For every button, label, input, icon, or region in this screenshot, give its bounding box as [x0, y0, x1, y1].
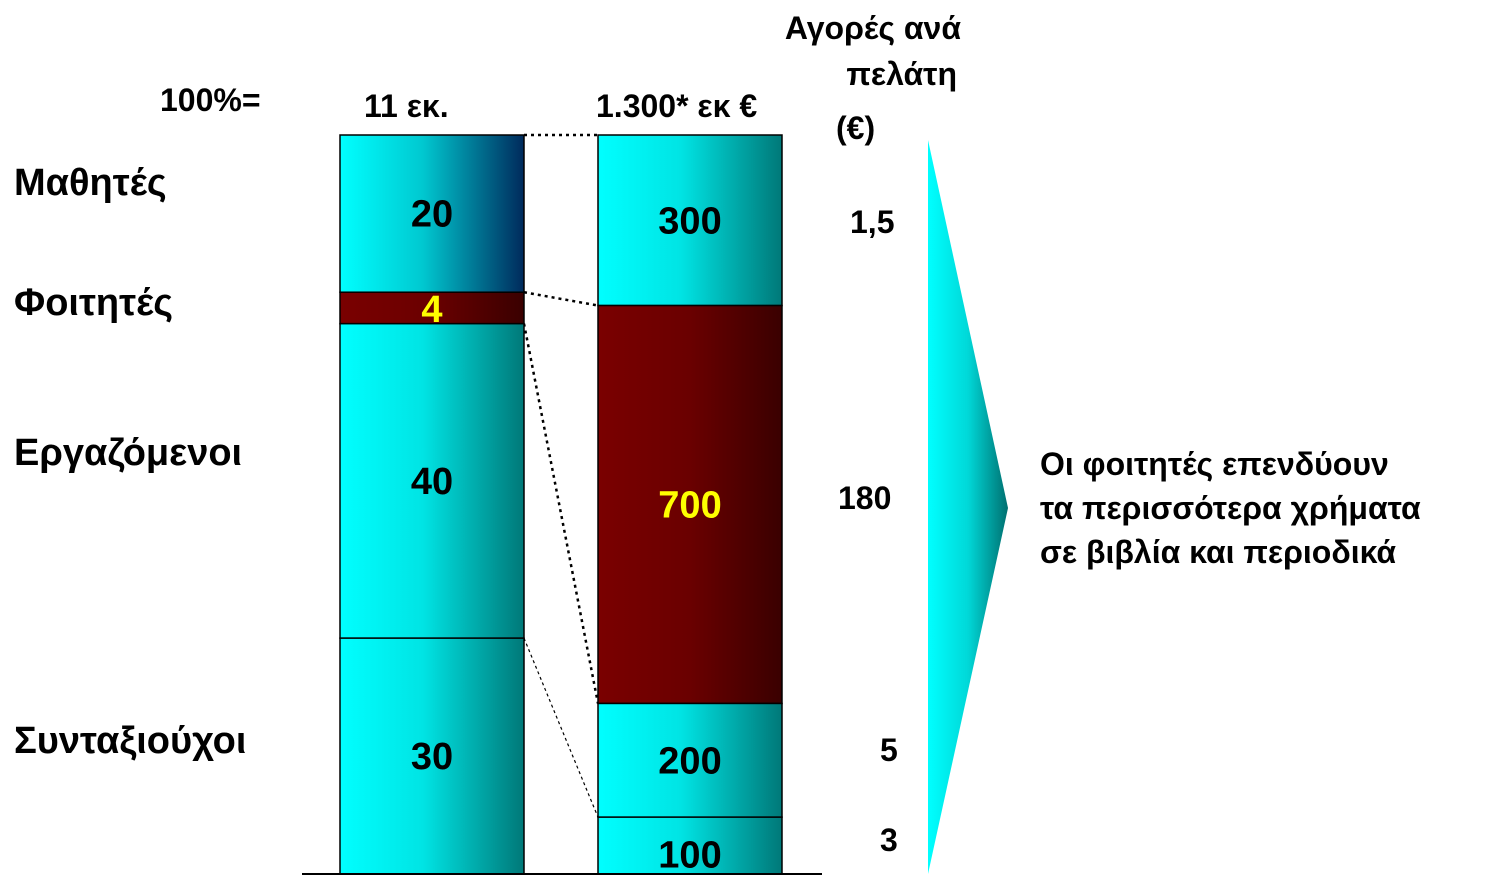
row-label-employed: Εργαζόμενοι — [14, 432, 243, 474]
spend-bar-students-university — [597, 304, 783, 705]
conclusion-message: Οι φοιτητές επενδύουν τα περισσότερα χρή… — [1040, 442, 1421, 574]
row-label-students-school: Μαθητές — [14, 162, 167, 204]
row-label-pensioners: Συνταξιούχοι — [14, 720, 247, 762]
total-label: 100%= — [160, 82, 261, 118]
conclusion-arrow — [928, 140, 1008, 874]
customers-bar-pensioners — [339, 637, 525, 875]
connector-line — [523, 637, 599, 818]
conclusion-line-1: Οι φοιτητές επενδύουν — [1040, 446, 1389, 482]
customers-value-label-students-school: 20 — [411, 194, 453, 236]
customers-bar-students-school — [339, 134, 525, 293]
bar-column-customers: 20 4 40 30 — [339, 134, 525, 875]
ppc-title-line3: (€) — [836, 110, 876, 146]
ppc-title-line2: πελάτη — [846, 56, 957, 92]
spend-value-label-pensioners: 100 — [658, 835, 721, 876]
connector-line — [522, 323, 600, 704]
customers-value-label-employed: 40 — [411, 461, 453, 503]
customers-bar-students-university — [339, 291, 525, 325]
spend-bar-pensioners — [597, 816, 783, 875]
connector-line — [523, 291, 599, 307]
customers-bar-employed — [339, 322, 525, 639]
per-customer-value-students-school: 1,5 — [850, 204, 895, 240]
spend-bar-students-school — [597, 134, 783, 307]
per-customer-value-students-university: 180 — [838, 480, 892, 516]
row-label-students-university: Φοιτητές — [14, 282, 173, 324]
customers-value-label-students-university: 4 — [421, 289, 442, 331]
col2-total-label: 1.300* εκ € — [596, 88, 758, 124]
connector-lines — [522, 133, 600, 818]
col1-total-label: 11 εκ. — [364, 88, 449, 124]
spend-value-label-employed: 200 — [658, 740, 721, 782]
conclusion-line-3: σε βιβλία και περιοδικά — [1040, 534, 1397, 570]
spend-bar-employed — [597, 702, 783, 818]
ppc-title-line1: Αγορές ανά — [784, 10, 961, 46]
spend-value-label-students-university: 700 — [658, 485, 721, 527]
per-customer-value-pensioners: 3 — [880, 822, 898, 858]
spend-value-label-students-school: 300 — [658, 200, 721, 242]
customers-value-label-pensioners: 30 — [411, 736, 453, 778]
conclusion-line-2: τα περισσότερα χρήματα — [1040, 490, 1421, 526]
bar-column-spend: 300 700 200 100 — [597, 134, 783, 876]
per-customer-value-employed: 5 — [880, 732, 898, 768]
